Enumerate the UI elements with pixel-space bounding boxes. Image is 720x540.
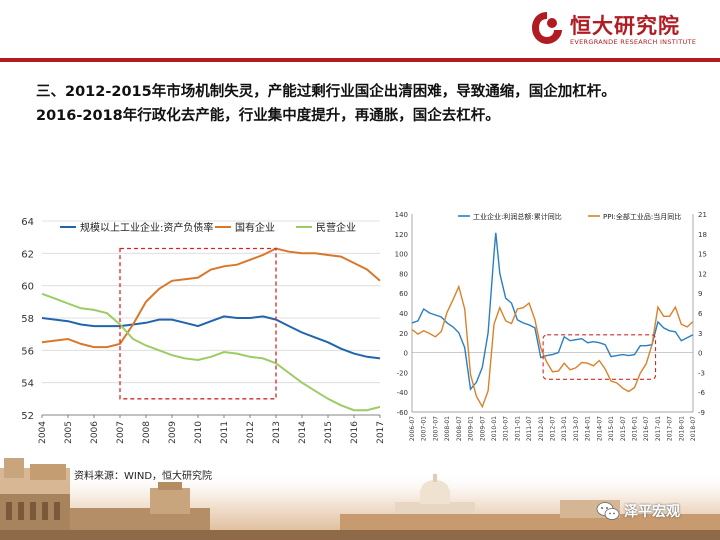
x-tick-label: 2015-07 bbox=[620, 416, 627, 441]
y-right-tick-label: -9 bbox=[698, 409, 705, 417]
y-tick-label: 64 bbox=[21, 217, 34, 228]
evergrande-logo-icon bbox=[532, 12, 562, 44]
x-tick-label: 2006-07 bbox=[409, 416, 416, 441]
y-left-tick-label: -20 bbox=[397, 369, 408, 377]
x-tick-label: 2017-01 bbox=[655, 416, 662, 441]
footer-banner bbox=[0, 458, 720, 540]
x-tick-label: 2014-01 bbox=[585, 416, 592, 441]
y-right-tick-label: -6 bbox=[698, 389, 706, 397]
x-tick-label: 2013-01 bbox=[561, 416, 568, 441]
series-line-1 bbox=[41, 315, 381, 360]
logo-chinese-text: 恒大研究院 bbox=[570, 14, 680, 38]
x-tick-label: 2007-07 bbox=[432, 416, 439, 441]
y-right-tick-label: 6 bbox=[698, 310, 703, 318]
x-tick-label: 2011-01 bbox=[514, 416, 521, 441]
y-right-tick-label: 12 bbox=[698, 270, 707, 278]
x-tick-label: 2016-07 bbox=[643, 416, 650, 441]
highlight-box bbox=[542, 334, 657, 380]
y-left-tick-label: -40 bbox=[397, 389, 408, 397]
x-tick-label: 2014 bbox=[298, 421, 308, 444]
y-tick-label: 54 bbox=[21, 379, 34, 390]
x-tick-label: 2012-07 bbox=[550, 416, 557, 441]
y-left-tick-label: -60 bbox=[397, 409, 408, 417]
x-tick-label: 2007-01 bbox=[421, 416, 428, 441]
y-left-tick-label: 120 bbox=[395, 231, 408, 239]
y-left-tick-label: 60 bbox=[399, 290, 408, 298]
x-tick-label: 2016-01 bbox=[631, 416, 638, 441]
logo: 恒大研究院 EVERGRANDE RESEARCH INSTITUTE bbox=[530, 8, 700, 52]
x-tick-label: 2005 bbox=[64, 421, 74, 444]
x-tick-label: 2013 bbox=[272, 421, 282, 444]
x-tick-label: 2012 bbox=[246, 421, 256, 444]
legend-label-2: 国有企业 bbox=[235, 221, 275, 234]
x-tick-label: 2015-01 bbox=[608, 416, 615, 441]
y-right-tick-label: 15 bbox=[698, 251, 707, 259]
legend-label-1: 规模以上工业企业:资产负债率 bbox=[80, 221, 213, 234]
x-tick-label: 2011-07 bbox=[526, 416, 533, 441]
x-tick-label: 2006 bbox=[90, 421, 100, 444]
x-tick-label: 2009-07 bbox=[479, 416, 486, 441]
header-rule bbox=[0, 58, 720, 62]
y-left-tick-label: 40 bbox=[399, 310, 408, 318]
x-tick-label: 2009 bbox=[168, 421, 178, 444]
title-line-2: 2016-2018年行政化去产能，行业集中度提升，再通胀，国企去杠杆。 bbox=[36, 108, 500, 124]
watermark-text: 泽平宏观 bbox=[624, 504, 680, 520]
title-line-1: 三、2012-2015年市场机制失灵，产能过剩行业国企出清困难，导致通缩，国企加… bbox=[36, 84, 616, 100]
slide-title: 三、2012-2015年市场机制失灵，产能过剩行业国企出清困难，导致通缩，国企加… bbox=[36, 80, 706, 128]
x-tick-label: 2008-07 bbox=[456, 416, 463, 441]
x-tick-label: 2017 bbox=[376, 421, 386, 444]
x-tick-label: 2017-07 bbox=[667, 416, 674, 441]
watermark: 泽平宏观 bbox=[596, 500, 716, 524]
y-right-tick-label: -3 bbox=[698, 369, 705, 377]
source-note: 资料来源：WIND，恒大研究院 bbox=[74, 471, 213, 482]
x-tick-label: 2010 bbox=[194, 421, 204, 444]
y-tick-label: 56 bbox=[21, 346, 34, 357]
wechat-icon bbox=[596, 502, 620, 520]
legend-label-3: 民营企业 bbox=[316, 221, 356, 234]
x-tick-label: 2018-07 bbox=[690, 416, 697, 441]
x-tick-label: 2008 bbox=[142, 421, 152, 444]
x-tick-label: 2012-01 bbox=[538, 416, 545, 441]
header: 恒大研究院 EVERGRANDE RESEARCH INSTITUTE bbox=[0, 0, 720, 66]
logo-english-text: EVERGRANDE RESEARCH INSTITUTE bbox=[570, 38, 697, 46]
x-tick-label: 2008-01 bbox=[444, 416, 451, 441]
y-tick-label: 60 bbox=[21, 282, 34, 293]
legend-label-1: 工业企业:利润总额:累计同比 bbox=[473, 212, 562, 221]
y-tick-label: 62 bbox=[21, 249, 34, 260]
y-right-tick-label: 21 bbox=[698, 211, 707, 219]
x-tick-label: 2015 bbox=[324, 421, 334, 444]
y-right-tick-label: 3 bbox=[698, 330, 702, 338]
series-line-2 bbox=[41, 247, 381, 349]
x-tick-label: 2014-07 bbox=[596, 416, 603, 441]
x-tick-label: 2016 bbox=[350, 421, 360, 444]
y-left-tick-label: 20 bbox=[399, 330, 408, 338]
x-tick-label: 2004 bbox=[38, 421, 48, 444]
series-line-2 bbox=[411, 284, 694, 409]
x-tick-label: 2010-07 bbox=[503, 416, 510, 441]
y-left-tick-label: 100 bbox=[395, 251, 408, 259]
y-right-tick-label: 0 bbox=[698, 350, 702, 358]
y-left-tick-label: 80 bbox=[399, 270, 408, 278]
highlight-box bbox=[119, 247, 277, 400]
x-tick-label: 2009-01 bbox=[468, 416, 475, 441]
series-line-1 bbox=[411, 232, 694, 391]
y-right-tick-label: 18 bbox=[698, 231, 707, 239]
leverage-ratio-chart: 52 54 56 58 60 62 64 2004 2005 2006 2007 2008 2009 20… bbox=[21, 217, 386, 444]
y-right-tick-label: 9 bbox=[698, 290, 702, 298]
x-tick-label: 2007 bbox=[116, 421, 126, 444]
x-tick-label: 2018-01 bbox=[678, 416, 685, 441]
series-line-3 bbox=[41, 292, 381, 412]
x-tick-label: 2013-07 bbox=[573, 416, 580, 441]
legend-label-2: PPI:全部工业品:当月同比 bbox=[603, 212, 681, 221]
y-tick-label: 52 bbox=[21, 411, 34, 422]
y-tick-label: 58 bbox=[21, 314, 34, 325]
profit-ppi-chart: -60 -40 -20 0 20 40 60 80 100 120 140 -9 -6 -3 0 3 6 9 12 1… bbox=[395, 211, 707, 441]
x-tick-label: 2011 bbox=[220, 421, 230, 444]
y-left-tick-label: 0 bbox=[404, 350, 408, 358]
y-left-tick-label: 140 bbox=[395, 211, 408, 219]
x-tick-label: 2010-01 bbox=[491, 416, 498, 441]
